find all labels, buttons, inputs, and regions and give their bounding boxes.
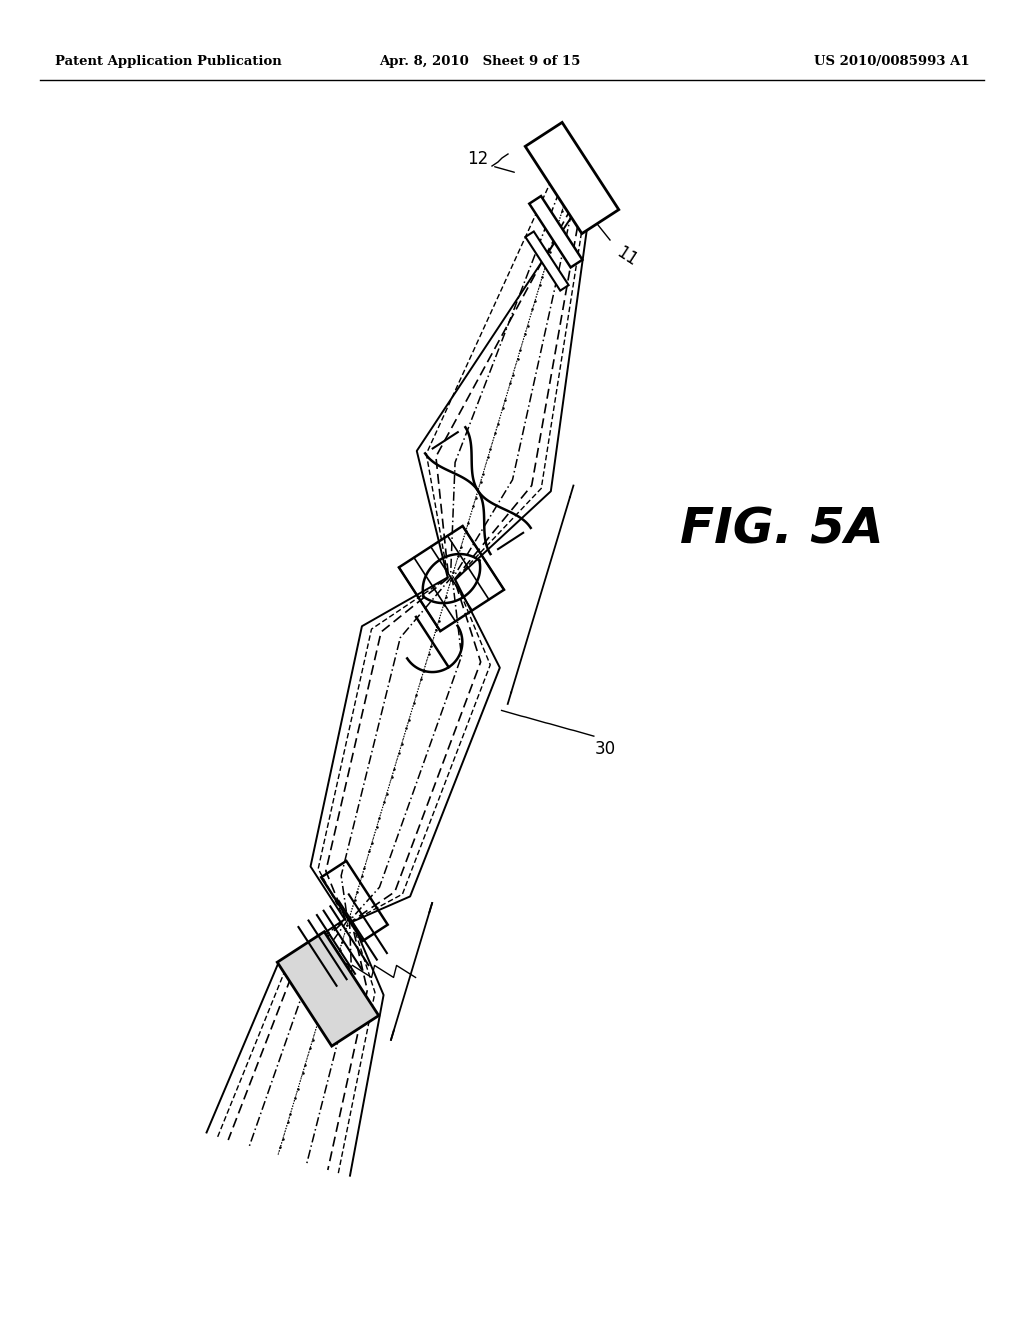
Text: 12: 12 bbox=[467, 150, 488, 168]
Polygon shape bbox=[525, 123, 618, 234]
Text: 11: 11 bbox=[613, 243, 641, 269]
Polygon shape bbox=[525, 231, 568, 290]
Polygon shape bbox=[278, 932, 379, 1045]
Text: 30: 30 bbox=[595, 741, 616, 758]
Polygon shape bbox=[529, 197, 583, 268]
Text: FIG. 5A: FIG. 5A bbox=[680, 506, 884, 554]
Text: US 2010/0085993 A1: US 2010/0085993 A1 bbox=[814, 55, 970, 69]
Text: Patent Application Publication: Patent Application Publication bbox=[55, 55, 282, 69]
Text: Apr. 8, 2010   Sheet 9 of 15: Apr. 8, 2010 Sheet 9 of 15 bbox=[379, 55, 581, 69]
Text: 60: 60 bbox=[331, 962, 351, 981]
